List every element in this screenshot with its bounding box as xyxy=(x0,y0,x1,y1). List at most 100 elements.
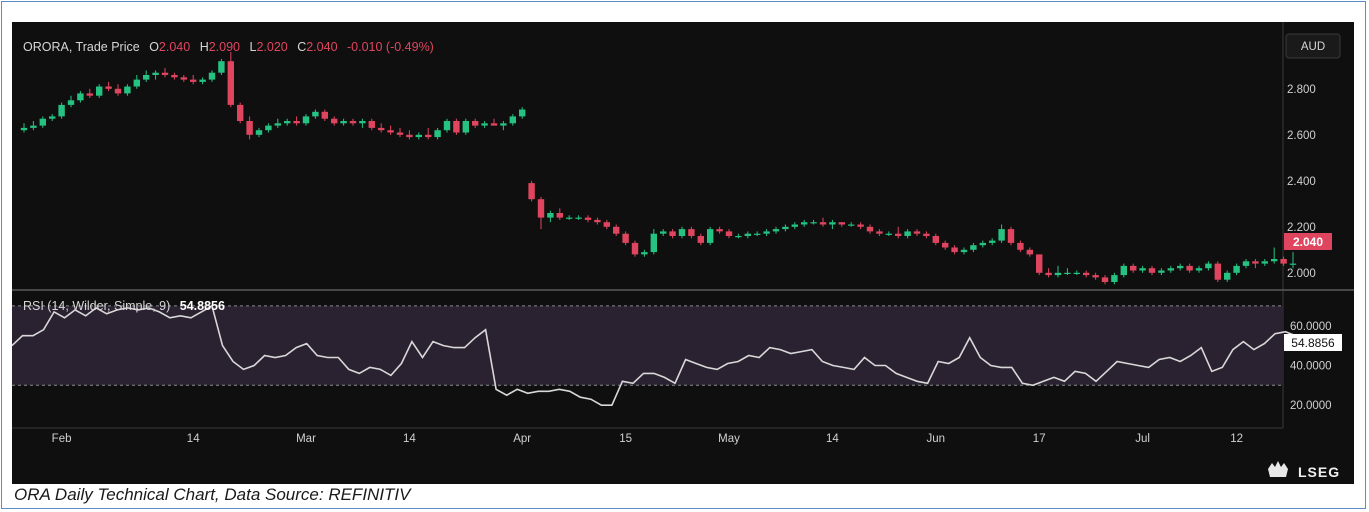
rsi-legend: RSI (14, Wilder, Simple, 9) 54.8856 xyxy=(23,299,225,313)
candle xyxy=(772,226,780,234)
figure-caption: ORA Daily Technical Chart, Data Source: … xyxy=(14,485,411,504)
candle-body xyxy=(171,75,178,78)
close-value: 2.040 xyxy=(306,40,337,54)
candle-body xyxy=(415,134,422,138)
candle-body xyxy=(472,121,479,126)
candle-body xyxy=(801,222,808,225)
candle-body xyxy=(1130,265,1137,271)
candle xyxy=(1017,240,1024,253)
candle xyxy=(904,229,911,239)
candle xyxy=(707,226,714,246)
candle-body xyxy=(274,123,281,126)
candle xyxy=(998,224,1005,243)
time-tick-label: Mar xyxy=(296,433,316,445)
candle-body xyxy=(312,111,319,117)
candle xyxy=(791,222,798,230)
candle xyxy=(472,118,479,128)
candle-body xyxy=(707,229,714,243)
candle xyxy=(1139,265,1146,273)
candle-body xyxy=(575,217,582,219)
candle xyxy=(641,249,648,257)
candle-body xyxy=(904,231,911,236)
candle xyxy=(697,233,704,246)
candle xyxy=(782,224,789,232)
candle-body xyxy=(387,130,394,133)
candle-body xyxy=(613,226,620,234)
candle-body xyxy=(1280,259,1287,264)
candle-body xyxy=(857,224,864,227)
candle xyxy=(434,127,441,140)
time-tick-label: Apr xyxy=(513,433,531,445)
rsi-axis: 20.0000 40.0000 60.0000 xyxy=(1290,321,1332,412)
time-tick-label: 14 xyxy=(403,433,416,445)
candle xyxy=(255,127,263,138)
candle xyxy=(660,229,667,236)
candle xyxy=(340,118,347,126)
candle xyxy=(86,88,93,98)
candle xyxy=(284,118,291,126)
candle-body xyxy=(321,111,328,119)
candle xyxy=(1252,259,1259,269)
candle xyxy=(359,118,366,128)
candle-body xyxy=(716,229,723,232)
candle xyxy=(490,118,498,126)
candle xyxy=(378,123,385,133)
candle xyxy=(312,109,319,119)
candle xyxy=(575,215,582,220)
candle-body xyxy=(368,121,375,128)
candle xyxy=(1195,265,1203,273)
currency-button[interactable]: AUD xyxy=(1301,41,1325,53)
candle-body xyxy=(1205,263,1212,269)
candle-body xyxy=(58,104,65,117)
candle-body xyxy=(96,86,103,96)
candle-body xyxy=(1158,270,1165,273)
candle-body xyxy=(603,222,610,227)
candle xyxy=(613,224,620,236)
candle xyxy=(650,229,657,255)
candle xyxy=(631,240,639,257)
rsi-band xyxy=(12,305,1283,386)
candle-body xyxy=(669,231,676,236)
candle xyxy=(1120,263,1127,278)
candle-body xyxy=(1177,265,1184,269)
candle xyxy=(58,102,65,119)
candle xyxy=(143,70,150,82)
candle xyxy=(481,121,488,128)
open-value: 2.040 xyxy=(159,40,190,54)
candle-body xyxy=(989,240,996,243)
currency-button-frame[interactable] xyxy=(1285,33,1341,59)
candle-body xyxy=(1101,277,1109,282)
candle xyxy=(763,229,770,236)
candle xyxy=(1101,275,1109,285)
candlestick-series xyxy=(20,52,1297,285)
rsi-value-tag-label: 54.8856 xyxy=(1291,336,1335,350)
time-tick-label: 14 xyxy=(187,433,200,445)
candle-body xyxy=(1233,265,1240,273)
candle-body xyxy=(631,242,639,255)
candle-body xyxy=(105,86,112,89)
candle xyxy=(500,121,507,131)
candle-body xyxy=(180,77,187,80)
candle-body xyxy=(810,222,817,224)
candle xyxy=(622,231,629,246)
candle xyxy=(678,226,686,239)
candle xyxy=(1130,263,1137,273)
candle xyxy=(979,240,986,248)
candle xyxy=(67,95,75,108)
candle xyxy=(415,132,422,140)
open-label: O xyxy=(149,40,159,54)
candle xyxy=(152,70,159,80)
candle-body xyxy=(819,222,827,225)
candle-body xyxy=(190,79,197,82)
candle-body xyxy=(1083,272,1090,276)
candle-body xyxy=(678,229,686,236)
lseg-logo: LSEG xyxy=(1268,461,1339,480)
candle-body xyxy=(208,72,216,80)
price-tick-label: 2.400 xyxy=(1287,176,1316,188)
candle xyxy=(1205,261,1212,271)
candle-body xyxy=(114,88,122,94)
candle-body xyxy=(960,249,968,253)
candle xyxy=(114,84,122,96)
candle xyxy=(1148,265,1156,276)
candle-body xyxy=(218,61,225,73)
